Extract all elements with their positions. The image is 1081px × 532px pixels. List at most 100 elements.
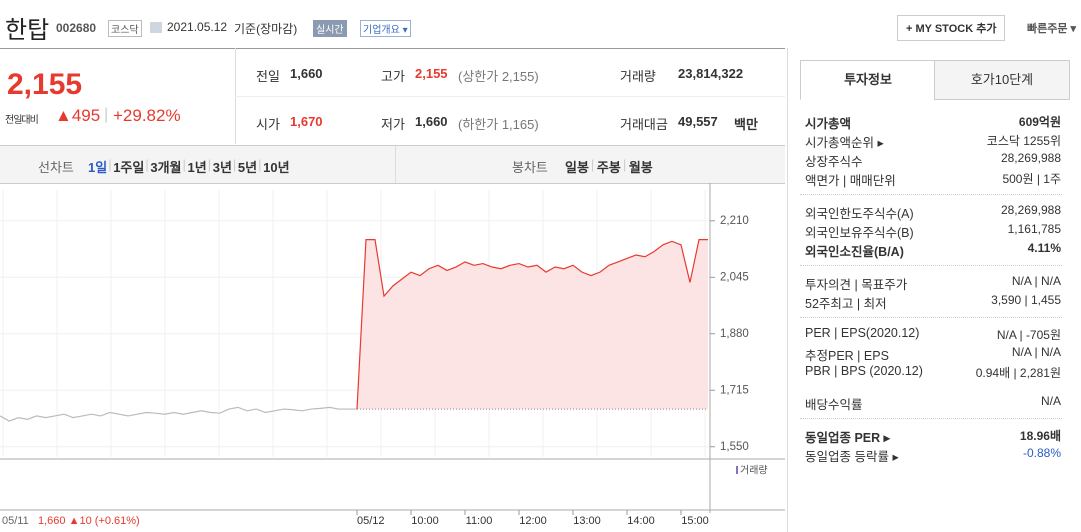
candle-tab[interactable]: 일봉 (565, 160, 589, 175)
period-tab[interactable]: 10년 (263, 160, 290, 175)
info-row: 상장주식수 28,269,988 (805, 151, 1061, 169)
info-value: N/A (1040, 394, 1061, 408)
info-row: PBR | BPS (2020.12) 0.94배 | 2,281원 (805, 364, 1061, 381)
period-tab[interactable]: 3개월 (150, 160, 182, 175)
quick-order[interactable]: 빠른주문 ▾ (1027, 23, 1077, 35)
divider (235, 96, 785, 97)
unit: 백만 (734, 117, 758, 132)
value: 1,660 (415, 114, 448, 129)
info-row: 시가총액순위 ▸ 코스닥 1255위 (805, 132, 1061, 150)
label: 시가 (256, 117, 280, 132)
info-label: 추정PER | EPS (805, 349, 889, 363)
info-value: N/A | N/A (1011, 345, 1061, 359)
info-row: 외국인보유주식수(B) 1,161,785 (805, 222, 1061, 240)
x-tick-label: 05/12 (357, 515, 385, 527)
label: 거래량 (620, 69, 656, 84)
mystock-button[interactable]: + MY STOCK 추가 (897, 15, 1006, 41)
value: 49,557 (678, 114, 718, 129)
period-tab[interactable]: 1년 (187, 160, 207, 175)
separator: | (258, 157, 262, 172)
line (356, 239, 708, 410)
info-value: 0.94배 | 2,281원 (975, 366, 1061, 380)
x-tick-label: 15:00 (681, 515, 709, 527)
value: 1,660 (290, 66, 323, 81)
y-tick-label: 1,880 (720, 328, 749, 340)
y-tick-label: 1,715 (720, 384, 749, 396)
area (357, 239, 708, 410)
info-tab[interactable]: 호가10단계 (934, 60, 1070, 100)
prev-close: 1,660 ▲10 (+0.61%) (38, 515, 140, 527)
info-label: 동일업종 PER ▸ (805, 431, 890, 445)
limit: (하한가 1,165) (458, 117, 539, 132)
info-value: 코스닥 1255위 (986, 134, 1061, 148)
info-tab[interactable]: 투자정보 (800, 60, 936, 100)
legend-label: 거래량 (740, 465, 768, 477)
info-label: 상장주식수 (805, 155, 863, 169)
calendar-icon (150, 22, 162, 33)
candle-tab[interactable]: 월봉 (628, 160, 653, 175)
info-row: 외국인소진율(B/A) 4.11% (805, 241, 1061, 259)
separator: | (590, 157, 595, 172)
x-tick-label: 13:00 (573, 515, 601, 527)
period-tab[interactable]: 1주일 (113, 160, 145, 175)
separator: | (232, 157, 237, 172)
info-row: 투자의견 | 목표주가 N/A | N/A (805, 274, 1061, 292)
market-badge: 코스닥 (108, 20, 142, 37)
label: 고가 (381, 69, 405, 84)
info-row: 시가총액 609억원 (805, 113, 1061, 131)
info-label: 52주최고 | 최저 (805, 297, 887, 311)
info-value: N/A | N/A (1011, 274, 1061, 288)
chart-tab-bar (0, 145, 785, 184)
info-value: 3,590 | 1,455 (991, 293, 1061, 307)
change-rate: +29.82% (113, 106, 181, 125)
info-row: PER | EPS(2020.12) N/A | -705원 (805, 326, 1061, 343)
info-value: 609억원 (1018, 115, 1061, 129)
x-tick-label: 10:00 (411, 515, 439, 527)
limit: (상한가 2,155) (458, 69, 539, 84)
info-row: 외국인한도주식수(A) 28,269,988 (805, 203, 1061, 221)
info-row: 추정PER | EPS N/A | N/A (805, 345, 1061, 363)
separator: | (622, 157, 627, 172)
y-tick-label: 2,210 (720, 215, 749, 227)
stock-code: 002680 (56, 21, 97, 35)
period-tab[interactable]: 1일 (88, 160, 108, 175)
divider (800, 418, 1062, 419)
info-value: 1,161,785 (1007, 222, 1061, 236)
info-row: 동일업종 PER ▸ 18.96배 (805, 427, 1061, 445)
separator: | (108, 157, 112, 172)
info-label: 투자의견 | 목표주가 (805, 278, 908, 292)
separator: | (182, 157, 186, 172)
x-tick-label: 14:00 (627, 515, 655, 527)
legend-swatch (736, 466, 738, 474)
divider (800, 265, 1062, 266)
line (0, 406, 357, 422)
info-value: 4.11% (1027, 241, 1061, 255)
y-tick-label: 1,550 (720, 441, 749, 453)
info-label: 외국인보유주식수(B) (805, 226, 914, 240)
prev-close: 1,660 (38, 515, 66, 527)
period-tab[interactable]: 5년 (237, 160, 258, 175)
period-tab[interactable]: 3년 (212, 160, 232, 175)
realtime-badge[interactable]: 실시간 (313, 20, 347, 37)
info-value: N/A | -705원 (996, 328, 1061, 342)
chart: 2,210 2,045 1,880 1,715 1,550 거래량 05/12 10:00 11… (0, 183, 785, 527)
label: 거래대금 (620, 117, 668, 132)
change: ▲495 (55, 106, 101, 125)
tab-label: 봉차트 (512, 160, 548, 175)
info-value: -0.88% (1022, 446, 1061, 460)
info-value: 500원 | 1주 (1002, 172, 1061, 186)
prev-date: 05/11 (2, 515, 29, 527)
divider (787, 48, 788, 532)
info-label: 액면가 | 매매단위 (805, 174, 896, 188)
stock-name: 한탑 (5, 17, 50, 44)
candle-tab[interactable]: 주봉 (596, 160, 621, 175)
info-label: PER | EPS(2020.12) (805, 326, 920, 340)
info-row: 52주최고 | 최저 3,590 | 1,455 (805, 293, 1061, 311)
x-tick-label: 12:00 (519, 515, 547, 527)
info-label: 외국인소진율(B/A) (805, 245, 904, 259)
company-button[interactable]: 기업개요 ▾ (360, 20, 411, 37)
info-value: 28,269,988 (1000, 203, 1061, 217)
info-value: 28,269,988 (1000, 151, 1061, 165)
date: 2021.05.12 (167, 20, 228, 34)
